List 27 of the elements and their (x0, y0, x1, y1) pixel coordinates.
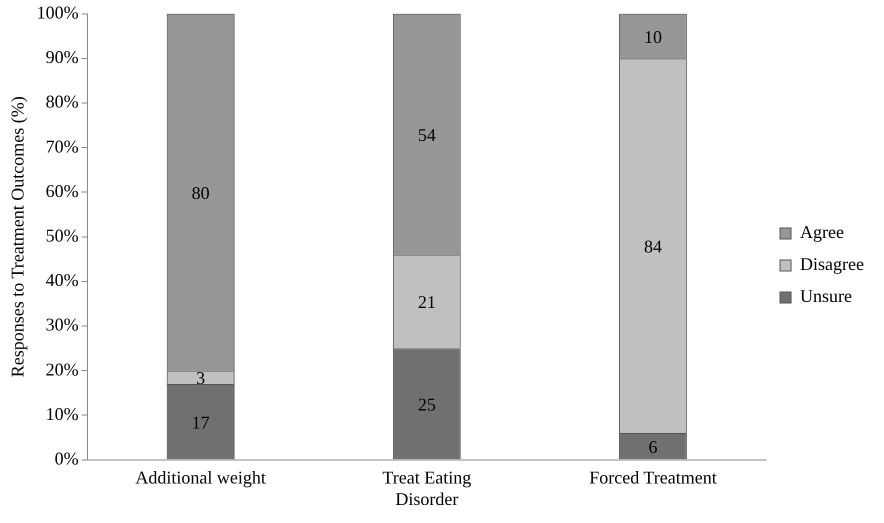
legend-label: Unsure (800, 286, 852, 306)
legend-label: Agree (800, 222, 844, 242)
data-label: 21 (418, 292, 436, 312)
data-label: 3 (196, 368, 206, 388)
data-label: 17 (192, 412, 210, 432)
y-tick-label: 40% (46, 270, 79, 290)
data-label: 6 (648, 436, 658, 457)
y-tick-label: 100% (36, 2, 79, 23)
data-label: 54 (418, 124, 436, 145)
y-tick-label: 70% (46, 136, 79, 156)
y-tick-label: 30% (46, 314, 79, 335)
y-tick-label: 80% (46, 92, 79, 112)
data-label: 80 (192, 182, 210, 203)
x-tick-label: Additional weight (135, 467, 266, 488)
x-tick-label: Treat Eating Disorder (382, 467, 472, 509)
y-tick-label: 0% (54, 448, 79, 469)
x-tick-label: Forced Treatment (589, 467, 717, 488)
y-axis-title: Responses to Treatment Outcomes (%) (8, 96, 28, 378)
legend-label: Disagree (800, 254, 864, 274)
y-tick-label: 90% (46, 47, 79, 68)
y-tick-label: 10% (46, 404, 79, 424)
data-label: 10 (644, 26, 662, 47)
data-label: 25 (418, 394, 436, 415)
y-tick-label: 50% (46, 226, 79, 246)
data-label: 84 (644, 236, 662, 256)
y-tick-label: 60% (46, 180, 79, 201)
y-tick-label: 20% (46, 359, 79, 380)
